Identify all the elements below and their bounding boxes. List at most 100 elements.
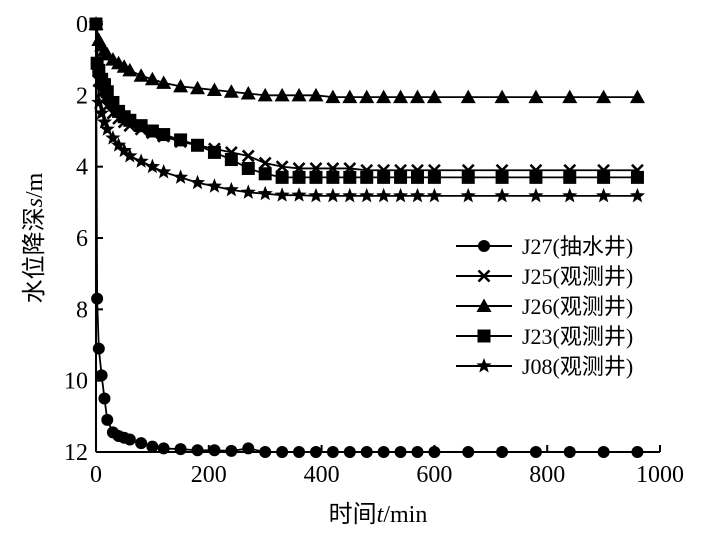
data-point-circle bbox=[95, 369, 108, 382]
data-point-star bbox=[595, 187, 612, 203]
data-point-star bbox=[96, 114, 113, 129]
data-point-star bbox=[122, 147, 138, 163]
data-point-square bbox=[241, 161, 255, 175]
data-point-star bbox=[189, 174, 206, 190]
y-tick-label: 4 bbox=[76, 155, 88, 181]
legend-marker-square bbox=[477, 329, 491, 343]
data-point-square bbox=[123, 113, 137, 127]
x-tick-label: 600 bbox=[416, 462, 452, 488]
y-axis-title-unit: /m bbox=[22, 172, 48, 198]
data-point-square bbox=[461, 170, 475, 184]
series-star bbox=[88, 16, 646, 203]
data-point-circle bbox=[174, 443, 187, 456]
data-point-triangle bbox=[409, 89, 425, 104]
data-point-circle bbox=[91, 292, 104, 305]
data-point-square bbox=[157, 128, 171, 142]
x-tick-label: 800 bbox=[529, 462, 565, 488]
series-square bbox=[89, 17, 644, 184]
data-point-triangle bbox=[325, 89, 341, 104]
data-point-square bbox=[410, 170, 424, 184]
data-point-star bbox=[291, 187, 307, 202]
data-point-triangle bbox=[122, 62, 138, 77]
data-point-star bbox=[392, 187, 409, 203]
data-point-star bbox=[223, 181, 239, 197]
data-point-circle bbox=[98, 392, 111, 405]
data-point-square bbox=[145, 124, 159, 138]
tick-marks: 0 200 400 600 800 1000 0 2 4 6 8 10 12 bbox=[64, 12, 684, 488]
data-point-triangle bbox=[274, 87, 290, 102]
data-point-star bbox=[257, 185, 273, 201]
data-point-triangle bbox=[629, 89, 645, 104]
y-tick-label: 8 bbox=[76, 297, 88, 323]
data-point-triangle bbox=[494, 89, 510, 104]
y-tick-label: 2 bbox=[76, 83, 88, 109]
x-axis-title-var: t bbox=[377, 502, 385, 528]
data-point-triangle bbox=[528, 89, 544, 104]
data-point-star bbox=[144, 158, 161, 174]
data-point-triangle bbox=[291, 87, 307, 102]
x-tick-label: 200 bbox=[191, 462, 227, 488]
data-point-square bbox=[134, 119, 148, 133]
legend-item: J23(观测井) bbox=[456, 324, 633, 349]
data-point-star bbox=[91, 94, 107, 109]
data-point-square bbox=[100, 85, 114, 99]
data-point-triangle bbox=[393, 89, 409, 104]
data-point-square bbox=[174, 133, 188, 147]
data-point-star bbox=[133, 153, 149, 168]
x-tick-label: 400 bbox=[304, 462, 340, 488]
data-point-circle bbox=[309, 446, 322, 458]
y-tick-label: 10 bbox=[64, 369, 88, 395]
x-axis-title-unit: /min bbox=[383, 502, 427, 528]
data-point-circle bbox=[394, 446, 407, 458]
data-point-circle bbox=[276, 446, 289, 458]
data-point-star bbox=[88, 16, 104, 31]
data-point-circle bbox=[411, 446, 424, 458]
y-axis-title-prefix: 水位降深 bbox=[21, 207, 48, 303]
data-point-circle bbox=[563, 446, 576, 458]
data-point-circle bbox=[135, 437, 148, 450]
legend-marker-star bbox=[476, 358, 492, 373]
data-point-star bbox=[528, 187, 544, 203]
legend-label: J25(观测井) bbox=[522, 264, 633, 289]
data-point-square bbox=[360, 170, 374, 184]
data-point-square bbox=[394, 170, 408, 184]
data-point-square bbox=[495, 170, 509, 184]
data-point-star bbox=[116, 142, 132, 158]
data-point-square bbox=[343, 170, 357, 184]
data-point-triangle bbox=[359, 89, 375, 104]
data-point-triangle bbox=[144, 71, 160, 86]
data-point-square bbox=[427, 170, 441, 184]
series-triangle bbox=[88, 16, 645, 104]
data-point-star bbox=[94, 105, 110, 120]
data-point-triangle bbox=[342, 89, 358, 104]
data-point-triangle bbox=[223, 84, 239, 98]
data-point-star bbox=[460, 187, 476, 203]
data-point-circle bbox=[157, 442, 170, 455]
data-point-star bbox=[308, 187, 324, 203]
data-point-square bbox=[224, 153, 238, 167]
data-point-square bbox=[597, 170, 611, 184]
data-point-star bbox=[494, 187, 510, 203]
data-point-triangle bbox=[240, 86, 256, 100]
data-point-circle bbox=[343, 446, 356, 458]
data-point-star bbox=[240, 184, 256, 199]
series-layer bbox=[88, 16, 646, 458]
x-axis-title-prefix: 时间 bbox=[329, 501, 377, 528]
data-point-triangle bbox=[596, 89, 612, 104]
legend-label: J08(观测井) bbox=[522, 354, 633, 379]
legend-item: J27(抽水井) bbox=[456, 234, 633, 259]
data-point-circle bbox=[191, 444, 204, 457]
data-point-circle bbox=[428, 446, 441, 458]
legend-item: J08(观测井) bbox=[456, 354, 633, 379]
data-point-triangle bbox=[206, 82, 222, 96]
data-point-star bbox=[105, 130, 121, 145]
data-point-star bbox=[342, 187, 358, 203]
data-point-square bbox=[529, 170, 543, 184]
data-point-circle bbox=[293, 446, 306, 458]
data-point-circle bbox=[242, 442, 255, 455]
data-point-square bbox=[309, 170, 323, 184]
data-point-x bbox=[275, 160, 289, 174]
data-point-triangle bbox=[133, 68, 149, 82]
data-point-circle bbox=[101, 413, 114, 426]
